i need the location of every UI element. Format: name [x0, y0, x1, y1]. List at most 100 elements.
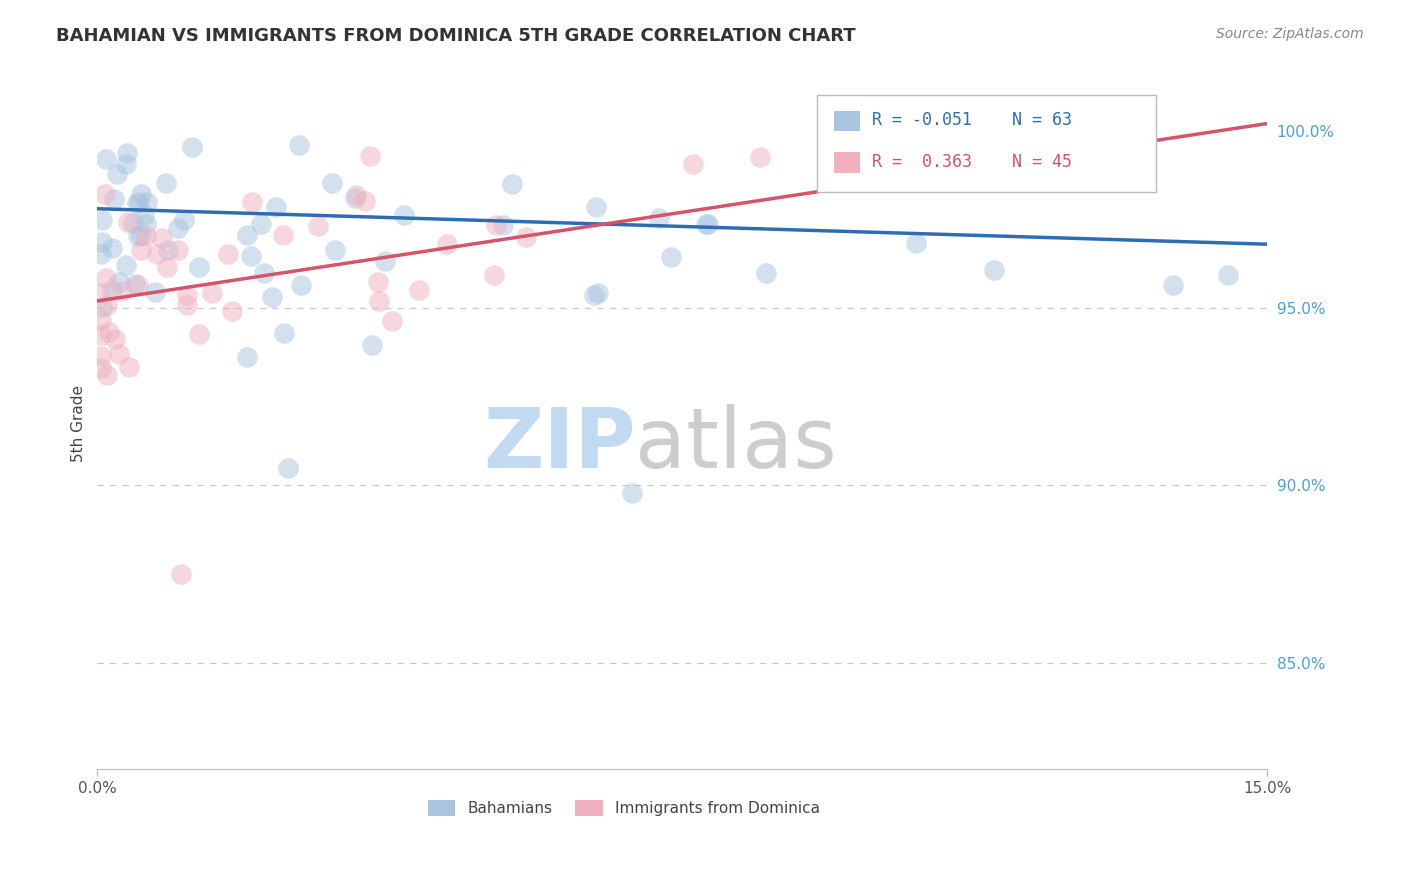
Point: [129, 228, 152, 243]
Point: [492, 218, 515, 232]
Point: [157, 243, 180, 257]
Point: [374, 253, 396, 268]
Point: [648, 211, 671, 225]
Point: [173, 212, 195, 227]
Point: [253, 266, 276, 280]
Point: [367, 276, 389, 290]
Point: [118, 360, 141, 375]
Point: [695, 217, 717, 231]
Point: [129, 186, 152, 201]
Point: [91, 213, 114, 227]
Point: [155, 176, 177, 190]
Point: [135, 218, 157, 232]
Point: [1163, 278, 1185, 293]
FancyBboxPatch shape: [834, 111, 860, 131]
Point: [132, 208, 155, 222]
Point: [127, 277, 149, 292]
Point: [108, 347, 131, 361]
Point: [90, 313, 112, 327]
Point: [107, 276, 129, 290]
Text: Source: ZipAtlas.com: Source: ZipAtlas.com: [1216, 27, 1364, 41]
Point: [682, 157, 704, 171]
Point: [90, 285, 112, 300]
Point: [90, 361, 112, 376]
Point: [408, 283, 430, 297]
Point: [101, 283, 124, 297]
Point: [236, 350, 259, 364]
Point: [156, 260, 179, 275]
Point: [236, 227, 259, 242]
Point: [905, 236, 928, 251]
FancyBboxPatch shape: [834, 153, 860, 173]
Point: [143, 285, 166, 299]
Point: [359, 149, 381, 163]
Text: atlas: atlas: [636, 403, 837, 484]
Point: [515, 230, 537, 244]
Point: [250, 217, 273, 231]
Point: [176, 288, 198, 302]
Point: [239, 249, 262, 263]
Point: [344, 188, 367, 202]
FancyBboxPatch shape: [817, 95, 1156, 192]
Point: [277, 460, 299, 475]
Point: [271, 227, 294, 242]
Point: [321, 176, 343, 190]
Point: [755, 266, 778, 280]
Point: [501, 178, 523, 192]
Point: [368, 293, 391, 308]
Point: [90, 246, 112, 260]
Text: BAHAMIAN VS IMMIGRANTS FROM DOMINICA 5TH GRADE CORRELATION CHART: BAHAMIAN VS IMMIGRANTS FROM DOMINICA 5TH…: [56, 27, 856, 45]
Point: [166, 243, 188, 257]
Point: [152, 230, 174, 244]
Point: [90, 349, 112, 363]
Point: [260, 290, 283, 304]
Point: [188, 327, 211, 342]
Point: [240, 195, 263, 210]
Text: ZIP: ZIP: [482, 403, 636, 484]
Point: [436, 237, 458, 252]
Point: [1216, 268, 1239, 282]
Point: [360, 338, 382, 352]
Point: [117, 215, 139, 229]
Point: [381, 313, 404, 327]
Point: [96, 298, 118, 312]
Point: [586, 286, 609, 301]
Point: [94, 186, 117, 201]
Point: [983, 263, 1005, 277]
Point: [90, 328, 112, 343]
Point: [115, 157, 138, 171]
Point: [104, 332, 127, 346]
Point: [90, 235, 112, 249]
Point: [290, 277, 312, 292]
Point: [122, 216, 145, 230]
Point: [288, 138, 311, 153]
Point: [221, 303, 243, 318]
Y-axis label: 5th Grade: 5th Grade: [72, 384, 86, 462]
Point: [325, 244, 347, 258]
Point: [127, 229, 149, 244]
Point: [166, 221, 188, 235]
Point: [125, 195, 148, 210]
Point: [111, 284, 134, 298]
Point: [96, 153, 118, 167]
Point: [485, 218, 508, 232]
Point: [117, 146, 139, 161]
Point: [103, 192, 125, 206]
Point: [482, 268, 505, 282]
Point: [100, 241, 122, 255]
Point: [343, 191, 366, 205]
Point: [659, 250, 682, 264]
Point: [266, 200, 288, 214]
Point: [91, 300, 114, 314]
Point: [96, 271, 118, 285]
Text: R =  0.363    N = 45: R = 0.363 N = 45: [872, 153, 1071, 171]
Point: [114, 258, 136, 272]
Point: [124, 277, 146, 291]
Point: [146, 247, 169, 261]
Point: [307, 219, 329, 233]
Point: [392, 208, 415, 222]
Point: [96, 368, 118, 383]
Point: [217, 247, 239, 261]
Point: [105, 167, 128, 181]
Point: [180, 139, 202, 153]
